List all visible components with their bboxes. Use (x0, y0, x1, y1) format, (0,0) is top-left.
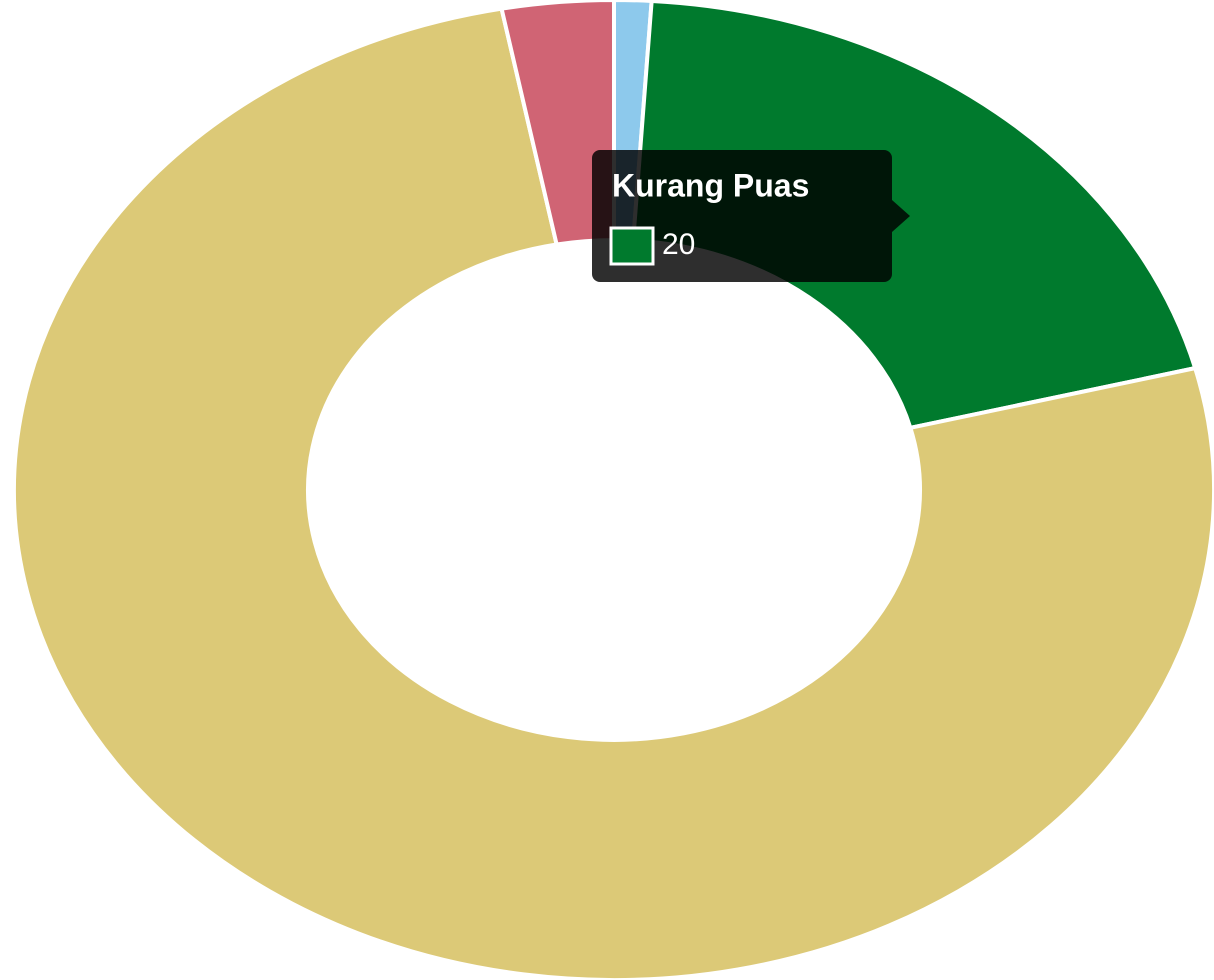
tooltip: Kurang Puas 20 (592, 150, 910, 282)
tooltip-value: 20 (662, 228, 695, 261)
tooltip-title: Kurang Puas (612, 167, 809, 203)
doughnut-segment (12, 6, 1214, 980)
doughnut-segment (499, 0, 616, 247)
tooltip-caret (892, 200, 910, 232)
tooltip-swatch (609, 226, 655, 266)
tooltip-box (592, 150, 892, 282)
